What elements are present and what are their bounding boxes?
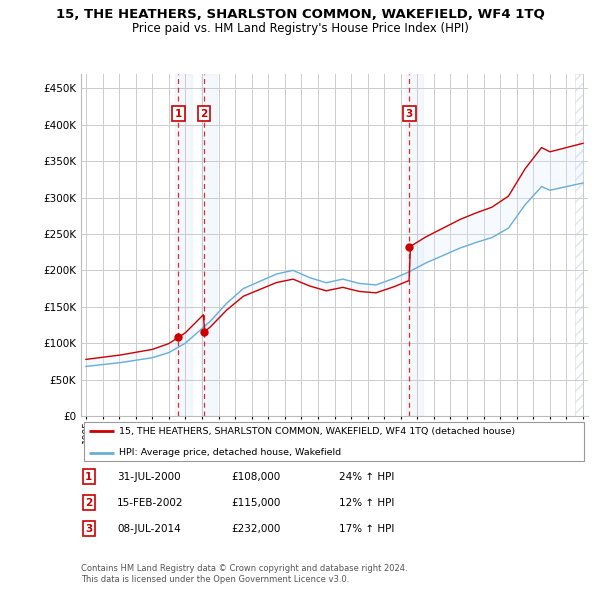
Text: Contains HM Land Registry data © Crown copyright and database right 2024.: Contains HM Land Registry data © Crown c…: [81, 565, 407, 573]
Text: 08-JUL-2014: 08-JUL-2014: [117, 524, 181, 533]
Text: 2: 2: [85, 498, 92, 507]
Text: 31-JUL-2000: 31-JUL-2000: [117, 472, 181, 481]
Text: 24% ↑ HPI: 24% ↑ HPI: [339, 472, 394, 481]
Text: 3: 3: [406, 109, 413, 119]
Text: 1: 1: [85, 472, 92, 481]
Text: 15, THE HEATHERS, SHARLSTON COMMON, WAKEFIELD, WF4 1TQ (detached house): 15, THE HEATHERS, SHARLSTON COMMON, WAKE…: [119, 427, 515, 436]
FancyBboxPatch shape: [83, 422, 584, 461]
Text: 17% ↑ HPI: 17% ↑ HPI: [339, 524, 394, 533]
Text: 2: 2: [200, 109, 208, 119]
Bar: [200, 74, 217, 416]
Text: £108,000: £108,000: [231, 472, 280, 481]
Text: £232,000: £232,000: [231, 524, 280, 533]
Text: HPI: Average price, detached house, Wakefield: HPI: Average price, detached house, Wake…: [119, 448, 341, 457]
Text: Price paid vs. HM Land Registry's House Price Index (HPI): Price paid vs. HM Land Registry's House …: [131, 22, 469, 35]
Text: This data is licensed under the Open Government Licence v3.0.: This data is licensed under the Open Gov…: [81, 575, 349, 584]
Text: 15-FEB-2002: 15-FEB-2002: [117, 498, 184, 507]
Bar: [175, 74, 191, 416]
Text: 3: 3: [85, 524, 92, 533]
Bar: [406, 74, 422, 416]
Text: 15, THE HEATHERS, SHARLSTON COMMON, WAKEFIELD, WF4 1TQ: 15, THE HEATHERS, SHARLSTON COMMON, WAKE…: [56, 8, 544, 21]
Text: 1: 1: [175, 109, 182, 119]
Text: 12% ↑ HPI: 12% ↑ HPI: [339, 498, 394, 507]
Text: £115,000: £115,000: [231, 498, 280, 507]
